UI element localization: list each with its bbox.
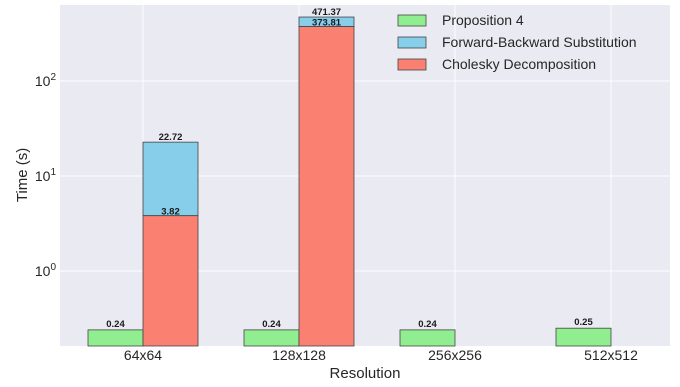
legend-swatch: [397, 14, 427, 27]
bar-proposition-4: [555, 327, 612, 347]
x-tick-label: 512x512: [584, 347, 638, 363]
bars: [87, 16, 612, 347]
legend-swatch: [397, 36, 427, 49]
x-tick-labels: 64x64 128x128 256x256 512x512: [124, 347, 638, 363]
y-tick-label: 102: [35, 72, 57, 89]
x-axis-title: Resolution: [330, 365, 401, 382]
bar-label-proposition-4: 0.24: [418, 319, 437, 330]
bar-label-cholesky-decomposition: 3.82: [161, 207, 180, 218]
bar-label-forward-backward-substitution: 471.37: [312, 7, 341, 18]
bar-forward-backward-substitution: [142, 141, 199, 217]
legend-label: Cholesky Decomposition: [442, 56, 596, 72]
bar-label-proposition-4: 0.24: [106, 319, 125, 330]
y-tick-label: 101: [35, 167, 57, 184]
legend-swatch: [397, 58, 427, 71]
y-tick-labels: 100 101 102: [35, 72, 57, 279]
legend: Proposition 4 Forward-Backward Substituti…: [397, 12, 637, 72]
y-axis-title: Time (s): [14, 148, 31, 202]
bar-label-cholesky-decomposition: 373.81: [312, 18, 342, 29]
bar-proposition-4: [399, 329, 456, 347]
bar-proposition-4: [87, 329, 144, 347]
legend-label: Proposition 4: [442, 12, 524, 28]
bar-cholesky-decomposition: [142, 215, 199, 347]
bar-label-proposition-4: 0.24: [262, 319, 281, 330]
bar-cholesky-decomposition: [298, 26, 355, 347]
legend-label: Forward-Backward Substitution: [442, 34, 637, 50]
bar-label-proposition-4: 0.25: [574, 317, 593, 328]
bar-label-forward-backward-substitution: 22.72: [159, 132, 183, 143]
x-tick-label: 256x256: [428, 347, 482, 363]
x-tick-label: 128x128: [272, 347, 326, 363]
x-tick-label: 64x64: [124, 347, 162, 363]
y-tick-label: 100: [35, 262, 57, 279]
bar-proposition-4: [243, 329, 300, 347]
